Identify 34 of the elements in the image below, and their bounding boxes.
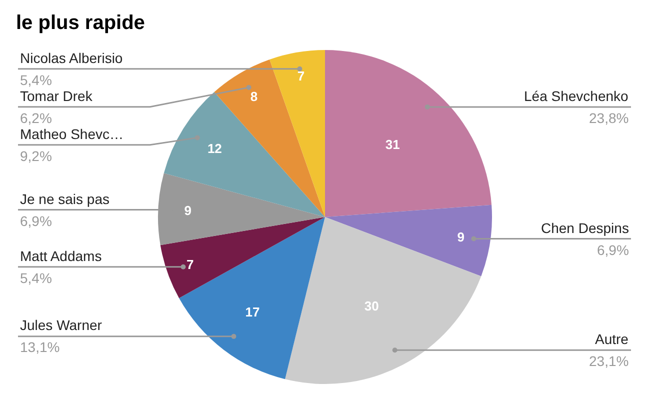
data-label: 9: [184, 202, 192, 218]
text: 6,9%: [20, 213, 52, 229]
text: 5,4%: [20, 72, 52, 88]
data-label: 7: [297, 68, 305, 84]
text: 23,8%: [589, 110, 629, 126]
data-label: 7: [186, 256, 194, 272]
pie-slice: [164, 92, 325, 217]
pie-slice: [285, 217, 482, 384]
slice-label: Matt Addams: [20, 248, 102, 264]
text: 23,1%: [589, 353, 629, 369]
text: 5,4%: [20, 270, 52, 286]
text: 6,2%: [20, 110, 52, 126]
text: 13,1%: [20, 339, 60, 355]
slice-label: Tomar Drek: [20, 88, 94, 104]
slice-label: Je ne sais pas: [20, 191, 110, 207]
slice-label: Léa Shevchenko: [524, 88, 629, 104]
slice-label: Autre: [595, 331, 629, 347]
pie-slice: [179, 217, 325, 380]
slice-label: Nicolas Alberisio: [20, 50, 123, 66]
text: 6,9%: [597, 242, 629, 258]
slice-label: Jules Warner: [20, 317, 102, 333]
data-label: 17: [245, 304, 260, 320]
pie-slice: [160, 217, 325, 298]
pie-slice: [325, 50, 492, 217]
pie-slice: [325, 204, 492, 276]
slice-label: Chen Despins: [541, 220, 629, 236]
data-label: 31: [385, 136, 400, 152]
data-label: 9: [457, 229, 465, 244]
pie-slice: [270, 50, 325, 217]
data-label: 12: [207, 140, 222, 156]
text: 9,2%: [20, 148, 52, 164]
chart-title: le plus rapide: [16, 12, 145, 34]
slice-label: Matheo Shevc…: [20, 126, 124, 142]
data-label: 8: [250, 88, 258, 104]
